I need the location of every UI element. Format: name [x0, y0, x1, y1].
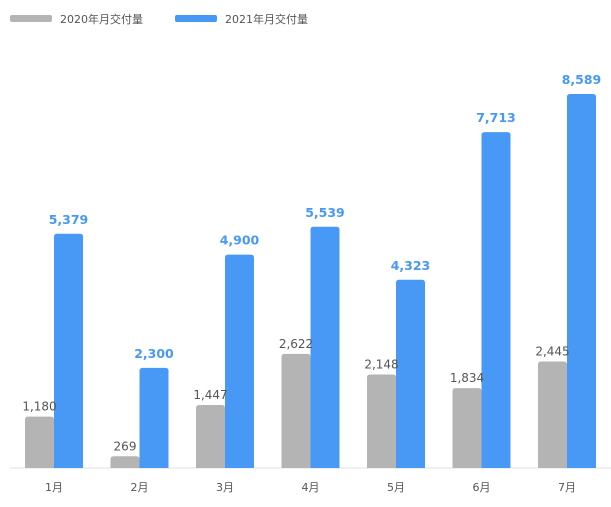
legend-label-2021: 2021年月交付量	[225, 12, 308, 26]
bar-2021-5	[396, 279, 425, 468]
x-tick-1: 1月	[45, 481, 63, 494]
bars-group	[25, 94, 596, 469]
legend-swatch-2020	[10, 15, 52, 22]
value-label-2021-6: 7,713	[476, 110, 516, 125]
bar-2021-7	[567, 94, 596, 468]
legend-swatch-2021	[175, 15, 217, 22]
legend: 2020年月交付量 2021年月交付量	[10, 12, 308, 26]
x-tick-5: 5月	[387, 481, 405, 494]
x-tick-4: 4月	[302, 481, 320, 494]
value-label-2020-4: 2,622	[279, 337, 313, 351]
bar-2020-2	[110, 456, 140, 468]
x-tick-6: 6月	[473, 481, 491, 494]
bar-2021-6	[481, 132, 511, 469]
bar-2021-2	[139, 367, 169, 468]
value-label-2020-1: 1,180	[22, 400, 56, 414]
bar-2021-1	[54, 233, 83, 468]
x-axis-ticks: 1月 2月 3月 4月 5月 6月 7月	[45, 481, 576, 494]
value-label-2020-6: 1,834	[450, 371, 484, 385]
value-label-2020-3: 1,447	[193, 388, 227, 402]
value-label-2020-7: 2,445	[535, 345, 569, 359]
bar-2020-3	[196, 404, 225, 468]
value-label-2020-5: 2,148	[364, 357, 398, 371]
value-label-2020-2: 269	[114, 439, 137, 453]
bar-2020-4	[281, 353, 311, 468]
bar-2020-1	[25, 416, 54, 468]
legend-label-2020: 2020年月交付量	[60, 12, 143, 26]
value-labels-group: 1,180 5,379 269 2,300 1,447 4,900 2,622 5,539 2,…	[22, 72, 601, 453]
x-tick-7: 7月	[558, 481, 576, 494]
value-label-2021-3: 4,900	[220, 233, 260, 248]
value-label-2021-2: 2,300	[134, 346, 174, 361]
bar-2020-5	[367, 374, 396, 468]
value-label-2021-5: 4,323	[391, 258, 431, 273]
x-tick-2: 2月	[131, 481, 149, 494]
value-label-2021-4: 5,539	[305, 205, 345, 220]
value-label-2021-1: 5,379	[49, 212, 89, 227]
bar-2020-6	[452, 388, 482, 468]
bar-2020-7	[538, 361, 567, 468]
bar-2021-3	[225, 254, 254, 468]
bar-2021-4	[310, 226, 340, 468]
x-tick-3: 3月	[216, 481, 234, 494]
value-label-2021-7: 8,589	[562, 72, 602, 87]
